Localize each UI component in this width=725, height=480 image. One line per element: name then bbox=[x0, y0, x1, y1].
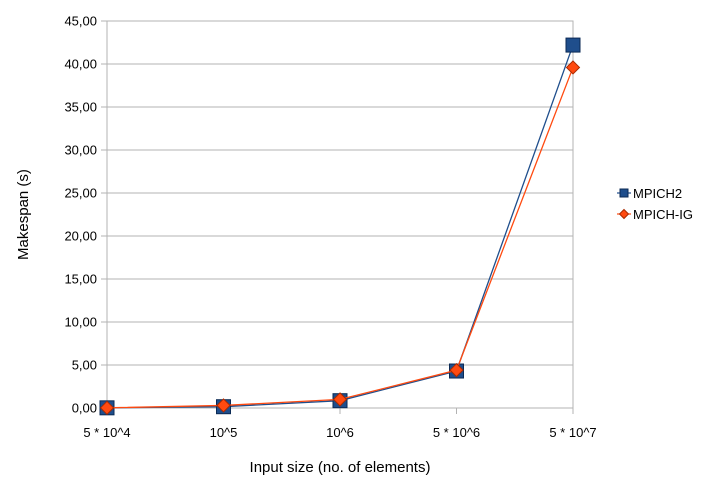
series-group bbox=[99, 37, 581, 416]
series-mpich-ig bbox=[99, 60, 581, 416]
x-tick-label: 5 * 10^7 bbox=[549, 425, 596, 440]
legend-item-mpich2: MPICH2 bbox=[617, 186, 682, 201]
x-tick-label: 10^5 bbox=[210, 425, 238, 440]
x-tick-labels: 5 * 10^4 10^5 10^6 5 * 10^6 5 * 10^7 bbox=[83, 425, 596, 440]
y-tick-label: 5,00 bbox=[72, 358, 97, 373]
legend-item-mpich-ig: MPICH-IG bbox=[617, 207, 693, 222]
y-tick-label: 35,00 bbox=[64, 100, 97, 115]
plot-area-frame bbox=[106, 20, 574, 409]
gridlines bbox=[101, 20, 573, 409]
y-tick-label: 45,00 bbox=[64, 14, 97, 29]
data-point-diamond bbox=[449, 362, 464, 378]
legend-label-mpich-ig: MPICH-IG bbox=[633, 207, 693, 222]
x-axis-title: Input size (no. of elements) bbox=[250, 459, 431, 476]
y-tick-label: 25,00 bbox=[64, 186, 97, 201]
y-tick-label: 40,00 bbox=[64, 57, 97, 72]
y-tick-label: 20,00 bbox=[64, 229, 97, 244]
x-tick-label: 10^6 bbox=[326, 425, 354, 440]
data-point-square bbox=[565, 37, 581, 53]
x-tick-label: 5 * 10^4 bbox=[83, 425, 130, 440]
y-axis-title: Makespan (s) bbox=[15, 169, 32, 260]
x-tick-label: 5 * 10^6 bbox=[433, 425, 480, 440]
data-point-diamond bbox=[332, 392, 348, 407]
data-point-diamond bbox=[565, 60, 581, 75]
series-line bbox=[106, 44, 574, 409]
legend: MPICH2 MPICH-IG bbox=[617, 186, 693, 222]
legend-marker-square-icon bbox=[619, 188, 629, 198]
data-point-diamond bbox=[216, 398, 231, 413]
legend-label-mpich2: MPICH2 bbox=[633, 186, 682, 201]
y-tick-labels: 0,00 5,00 10,00 15,00 20,00 25,00 30,00 35,00 40… bbox=[64, 14, 97, 416]
legend-marker-diamond-icon bbox=[618, 208, 630, 220]
y-tick-label: 15,00 bbox=[64, 272, 97, 287]
data-point-diamond bbox=[99, 400, 115, 416]
series-line bbox=[106, 67, 574, 409]
y-tick-label: 10,00 bbox=[64, 315, 97, 330]
y-tick-label: 30,00 bbox=[64, 143, 97, 158]
x-ticks bbox=[106, 408, 574, 414]
series-mpich2 bbox=[99, 37, 581, 416]
y-tick-label: 0,00 bbox=[72, 401, 97, 416]
